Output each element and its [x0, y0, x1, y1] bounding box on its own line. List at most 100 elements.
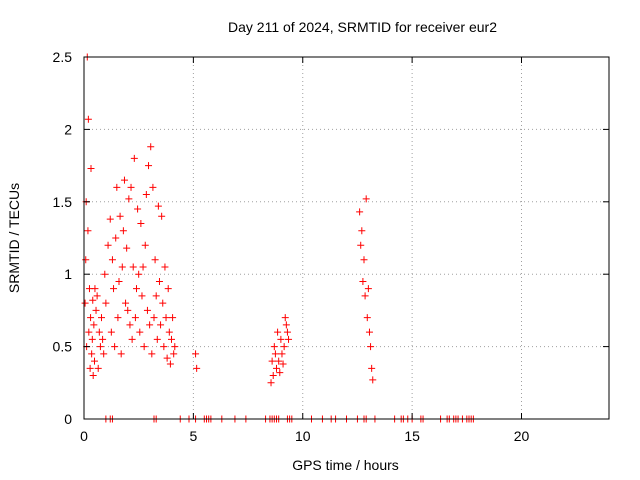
data-point [160, 343, 168, 351]
y-tick-label: 1 [64, 266, 72, 282]
data-point [171, 343, 179, 351]
data-point [107, 328, 115, 336]
data-point [151, 256, 159, 264]
data-point [98, 314, 105, 322]
axis-ticks-layer: 0 0.5 1 1.5 2 2.5 0 5 10 15 20 [53, 49, 609, 444]
y-tick-label: 2 [64, 121, 72, 137]
data-point [102, 299, 110, 307]
data-point [117, 350, 125, 358]
x-tick-label: 20 [514, 428, 530, 444]
data-point [367, 343, 375, 351]
data-point [149, 183, 157, 191]
data-point [273, 364, 280, 372]
data-point [161, 263, 169, 271]
data-point [111, 343, 119, 351]
data-point [112, 234, 120, 242]
data-point [360, 256, 368, 264]
data-point [168, 335, 175, 343]
data-point [114, 314, 122, 322]
data-point [271, 350, 279, 358]
data-point [362, 195, 370, 203]
data-point [356, 208, 364, 216]
data-point [170, 350, 178, 358]
x-tick-label: 15 [404, 428, 420, 444]
data-point [358, 227, 366, 235]
data-point [361, 292, 369, 300]
data-point [90, 321, 98, 329]
data-point [119, 227, 127, 235]
data-point [116, 212, 124, 220]
data-point [163, 354, 171, 362]
data-point [285, 335, 293, 343]
data-point [135, 270, 143, 278]
data-point [267, 379, 275, 387]
data-point [94, 364, 102, 372]
data-point [152, 292, 160, 300]
data-point [126, 321, 134, 329]
data-points-layer [81, 53, 477, 423]
data-point [86, 364, 94, 372]
data-point [130, 154, 138, 162]
data-point [270, 343, 278, 351]
data-point [141, 241, 149, 249]
data-point [84, 227, 92, 235]
data-point [115, 277, 123, 285]
y-tick-label: 0 [64, 411, 72, 427]
data-point [166, 360, 174, 368]
data-point [128, 335, 136, 343]
x-tick-label: 5 [189, 428, 197, 444]
data-point [123, 244, 131, 252]
data-point [95, 328, 103, 336]
data-point [138, 292, 146, 300]
data-point [268, 357, 276, 365]
data-point [279, 360, 287, 368]
data-point [118, 263, 126, 271]
x-tick-label: 0 [80, 428, 88, 444]
data-point [89, 296, 97, 304]
data-point [88, 335, 96, 343]
data-point [280, 343, 288, 351]
data-point [150, 314, 158, 322]
data-point [282, 321, 290, 329]
data-point [85, 328, 93, 336]
data-point [162, 314, 170, 322]
y-tick-label: 0.5 [53, 339, 73, 355]
data-point [154, 202, 162, 210]
data-point [91, 357, 98, 365]
data-point [357, 241, 365, 249]
data-point [125, 195, 133, 203]
data-point [93, 292, 101, 300]
data-point [281, 314, 289, 322]
data-point [192, 350, 200, 358]
data-point [143, 306, 151, 314]
data-point [122, 299, 130, 307]
data-point [91, 285, 99, 293]
data-point [120, 176, 128, 184]
data-point [110, 285, 118, 293]
data-point [81, 299, 89, 307]
data-point [277, 335, 285, 343]
data-point [164, 285, 172, 293]
data-point [134, 205, 142, 213]
data-point [84, 115, 92, 123]
data-point [145, 162, 153, 170]
data-point [88, 350, 96, 358]
plot-area-border [83, 56, 610, 420]
data-point [124, 306, 132, 314]
data-point [87, 164, 95, 172]
data-point [165, 328, 173, 336]
data-point [359, 277, 367, 285]
data-point [363, 314, 371, 322]
data-point [113, 183, 121, 191]
data-point [108, 256, 116, 264]
data-point [131, 314, 139, 322]
data-point [369, 376, 377, 384]
data-point [87, 314, 95, 322]
y-tick-label: 2.5 [53, 49, 73, 65]
data-point [364, 285, 372, 293]
data-point [153, 335, 161, 343]
data-point [140, 343, 148, 351]
data-point [127, 183, 135, 191]
data-point [283, 328, 291, 336]
